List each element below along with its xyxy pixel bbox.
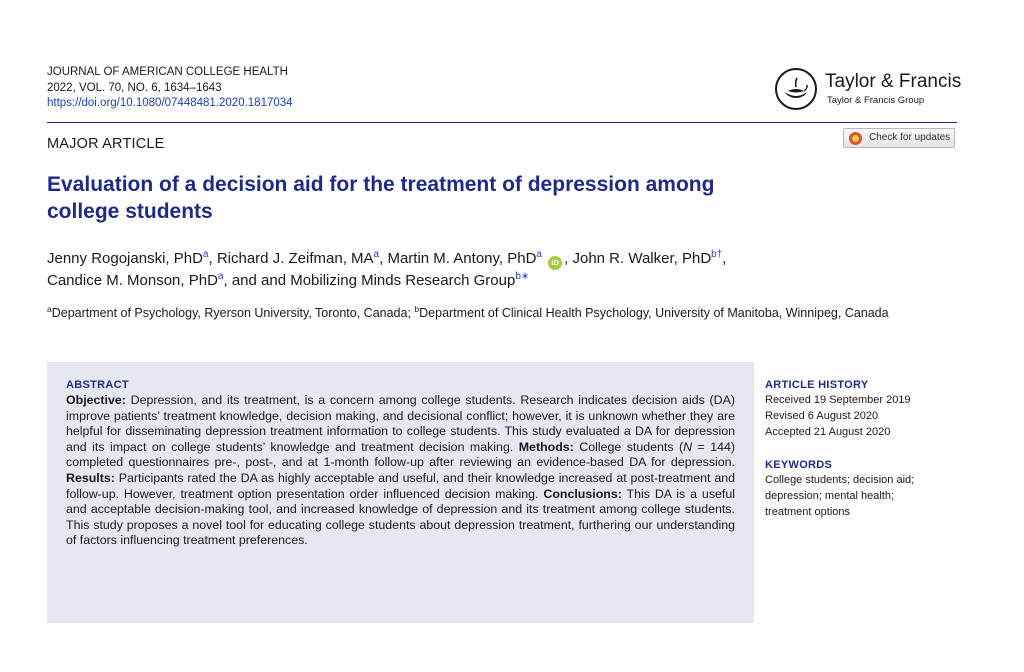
author-affiliation-mark[interactable]: a (536, 249, 542, 260)
methods-label: Methods: (518, 439, 574, 454)
orcid-icon[interactable]: iD (548, 256, 563, 270)
doi-link[interactable]: https://doi.org/10.1080/07448481.2020.18… (47, 97, 293, 109)
title-line-1: Evaluation of a decision aid for the tre… (47, 173, 715, 196)
revised-date: Revised 6 August 2020 (765, 410, 879, 422)
affiliation-mark: a (47, 303, 52, 314)
abstract-panel (47, 362, 754, 623)
author-affiliation-mark[interactable]: a (217, 271, 224, 282)
conclusions-label: Conclusions: (543, 486, 622, 501)
author-name[interactable]: Candice M. Monson, PhD (47, 272, 218, 289)
title-line-2: college students (47, 200, 213, 223)
affiliation-mark: b (414, 303, 420, 314)
crossmark-icon (849, 132, 862, 145)
keywords-heading: KEYWORDS (765, 459, 833, 471)
conclusions-text: This DA is a useful and acceptable decis… (66, 486, 735, 548)
author-list: Jenny Rogojanski, PhDa, Richard J. Zeifm… (47, 248, 947, 292)
author-affiliation-mark[interactable]: a (202, 249, 209, 260)
journal-name: JOURNAL OF AMERICAN COLLEGE HEALTH (47, 66, 288, 78)
keywords-text: College students; decision aid; depressi… (765, 474, 915, 518)
author-name[interactable]: and and Mobilizing Minds Research Group (231, 272, 516, 289)
author-name[interactable]: Martin M. Antony, PhD (387, 250, 537, 267)
check-for-updates-button[interactable]: Check for updates (843, 128, 955, 148)
methods-text-cont: = 144) completed questionnaires pre-, po… (66, 439, 736, 470)
received-date: Received 19 September 2019 (765, 394, 911, 406)
author-affiliation-mark[interactable]: b∗ (515, 271, 530, 282)
results-text: Participants rated the DA as highly acce… (66, 470, 735, 501)
author-affiliation-mark[interactable]: a (373, 249, 380, 260)
abstract-text: Objective: Depression, and its treatment… (66, 393, 735, 549)
lamp-logo-icon (775, 68, 817, 110)
results-label: Results: (66, 470, 115, 485)
header-divider (47, 122, 957, 123)
publisher-group: Taylor & Francis Group (827, 95, 925, 106)
objective-text: Depression, and its treatment, is a conc… (66, 393, 735, 454)
author-line-2: Candice M. Monson, PhDa, and and Mobiliz… (47, 271, 530, 290)
journal-citation: 2022, VOL. 70, NO. 6, 1634–1643 (47, 81, 222, 94)
author-name[interactable]: John R. Walker, PhD (572, 250, 712, 267)
affiliations: aDepartment of Psychology, Ryerson Unive… (47, 304, 947, 322)
journal-header: JOURNAL OF AMERICAN COLLEGE HEALTH 2022,… (47, 65, 293, 112)
author-line-1: Jenny Rogojanski, PhDa, Richard J. Zeifm… (47, 248, 947, 270)
section-label: MAJOR ARTICLE (47, 136, 165, 152)
author-name[interactable]: Richard J. Zeifman, MA (216, 250, 374, 267)
accepted-date: Accepted 21 August 2020 (765, 426, 891, 438)
methods-text: College students ( (573, 439, 684, 454)
article-history-heading: ARTICLE HISTORY (765, 379, 869, 391)
check-for-updates-label: Check for updates (869, 132, 951, 143)
abstract-heading: ABSTRACT (66, 379, 129, 391)
publisher-name: Taylor & Francis (825, 71, 962, 92)
article-title: Evaluation of a decision aid for the tre… (47, 171, 847, 225)
publisher-logo: Taylor & Francis Taylor & Francis Group (775, 68, 962, 114)
keywords: KEYWORDS College students; decision aid;… (765, 459, 925, 520)
affiliation-text: Department of Clinical Health Psychology… (419, 306, 889, 320)
affiliation-text: Department of Psychology, Ryerson Univer… (51, 306, 415, 320)
objective-label: Objective: (66, 393, 126, 407)
author-affiliation-mark[interactable]: b† (711, 249, 723, 260)
sample-size-symbol: N (683, 439, 693, 454)
author-name[interactable]: Jenny Rogojanski, PhD (47, 250, 203, 267)
article-history: ARTICLE HISTORY Received 19 September 20… (765, 379, 955, 440)
